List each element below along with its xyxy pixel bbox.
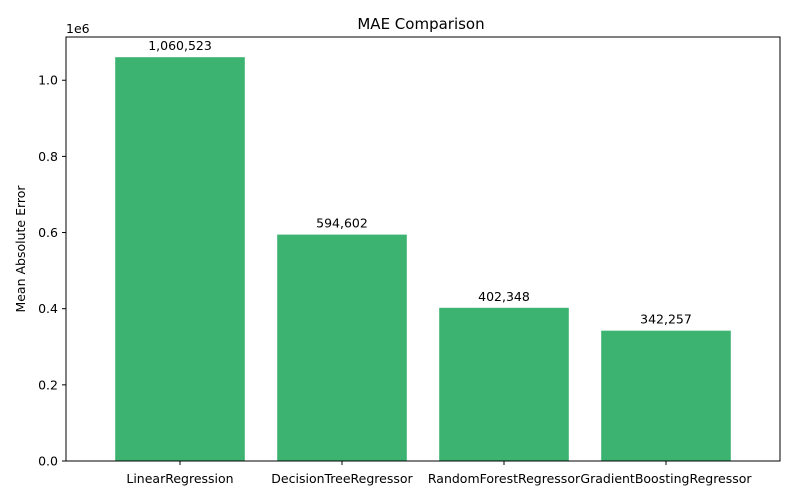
y-tick-label: 0.0 (38, 454, 58, 469)
y-axis-offset-label: 1e6 (66, 21, 90, 36)
value-label-LinearRegression: 1,060,523 (148, 38, 212, 53)
bars-layer (115, 57, 731, 461)
bar-DecisionTreeRegressor (277, 234, 407, 461)
y-axis-label: Mean Absolute Error (13, 185, 28, 313)
chart-title: MAE Comparison (357, 15, 484, 33)
x-tick-label-LinearRegression: LinearRegression (126, 471, 233, 486)
bar-LinearRegression (115, 57, 245, 461)
value-label-DecisionTreeRegressor: 594,602 (316, 216, 368, 231)
y-axis-ticks: 0.0 0.2 0.4 0.6 0.8 1.0 (38, 73, 66, 469)
x-tick-label-DecisionTreeRegressor: DecisionTreeRegressor (271, 471, 413, 486)
x-axis-ticks: LinearRegression DecisionTreeRegressor Ran… (126, 461, 752, 486)
x-tick-label-GradientBoostingRegressor: GradientBoostingRegressor (580, 471, 752, 486)
bar-RandomForestRegressor (439, 307, 569, 461)
value-label-GradientBoostingRegressor: 342,257 (640, 312, 692, 327)
x-tick-label-RandomForestRegressor: RandomForestRegressor (428, 471, 581, 486)
bar-GradientBoostingRegressor (601, 330, 731, 461)
plot-frame (65, 36, 781, 462)
y-tick-label: 0.6 (38, 225, 58, 240)
value-labels-layer: 1,060,523 594,602 402,348 342,257 (148, 38, 692, 326)
value-label-RandomForestRegressor: 402,348 (478, 289, 530, 304)
y-tick-label: 0.4 (38, 301, 58, 316)
y-tick-label: 1.0 (38, 73, 58, 88)
y-tick-label: 0.2 (38, 377, 58, 392)
y-tick-label: 0.8 (38, 149, 58, 164)
